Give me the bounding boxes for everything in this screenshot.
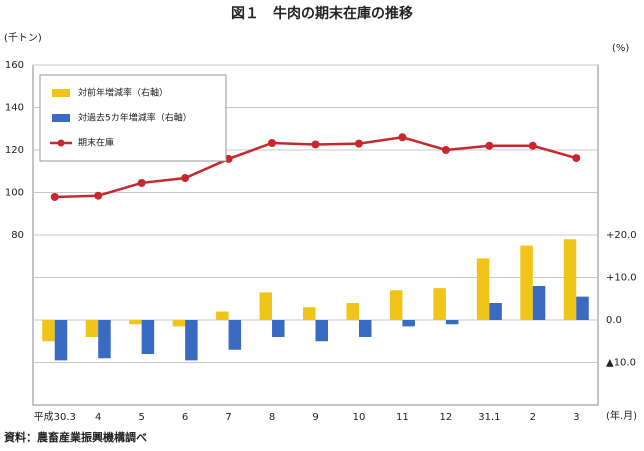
y2-tick-label: +20.0 [606, 230, 637, 241]
legend-marker [52, 114, 70, 122]
bar [272, 320, 285, 337]
y2-tick-label: ▲10.0 [606, 358, 636, 369]
line-point [94, 191, 103, 200]
y-tick-label: 80 [11, 230, 24, 241]
y-tick-label: 140 [5, 103, 24, 114]
line-point [181, 174, 190, 183]
line-point [528, 141, 537, 150]
x-tick-label: 5 [138, 412, 144, 423]
x-tick-label: 6 [182, 412, 188, 423]
bar [358, 320, 372, 337]
x-tick-label: 8 [269, 412, 275, 423]
bar [389, 290, 403, 320]
bar [476, 258, 490, 320]
line-point [311, 140, 320, 149]
bar [489, 303, 502, 320]
bar [172, 320, 186, 327]
x-tick-label: 平成30.3 [34, 411, 76, 423]
bar [532, 286, 546, 320]
legend-label: 対過去5カ年増減率（右軸） [78, 112, 192, 124]
y-axis-label: (千トン) [4, 32, 42, 44]
line-point [485, 141, 494, 150]
x-tick-label: 10 [353, 412, 366, 423]
x-tick-label: 2 [530, 412, 536, 423]
source: 資料：農畜産業振興機構調べ [4, 430, 147, 444]
y2-tick-label: +10.0 [606, 273, 637, 284]
bar [520, 245, 533, 320]
bar [185, 320, 198, 361]
line-point [398, 133, 407, 142]
x-axis-label: (年.月) [606, 409, 637, 422]
y2-tick-label: 0.0 [606, 315, 622, 326]
bar [42, 320, 55, 342]
line-point [50, 192, 59, 201]
line-point [224, 154, 233, 163]
y2-axis-label: (%) [612, 43, 629, 54]
x-tick-label: 4 [95, 412, 101, 423]
line-point [572, 154, 581, 163]
bar [228, 320, 242, 350]
legend-box [39, 74, 227, 162]
bar [576, 296, 589, 320]
bar [129, 320, 142, 325]
bar [141, 320, 155, 354]
y-tick-label: 120 [5, 145, 24, 156]
legend-marker [57, 139, 65, 147]
line-point [137, 178, 146, 187]
bar [402, 320, 415, 327]
y-tick-label: 160 [5, 60, 24, 71]
bar [445, 320, 459, 325]
bar [563, 239, 577, 320]
line-point [441, 146, 450, 154]
chart-title: 図１ 牛肉の期末在庫の推移 [231, 5, 413, 22]
legend-label: 期末在庫 [78, 137, 114, 149]
bar [433, 288, 446, 320]
line-point [354, 139, 363, 148]
legend-marker [52, 89, 70, 97]
y-tick-label: 100 [5, 188, 24, 199]
x-tick-label: 12 [440, 412, 453, 423]
bar [346, 303, 359, 320]
bar [54, 320, 68, 361]
line-point [268, 138, 277, 147]
bar [303, 307, 316, 320]
bar [216, 311, 229, 320]
legend-label: 対前年増減率（右軸） [78, 87, 168, 99]
bar [98, 320, 111, 359]
x-tick-label: 31.1 [478, 412, 500, 423]
bar [259, 292, 273, 320]
x-tick-label: 9 [312, 412, 318, 423]
bar [85, 320, 99, 337]
x-tick-label: 11 [396, 412, 409, 423]
x-tick-label: 3 [573, 412, 579, 423]
bar [315, 320, 328, 342]
x-tick-label: 7 [225, 412, 231, 423]
